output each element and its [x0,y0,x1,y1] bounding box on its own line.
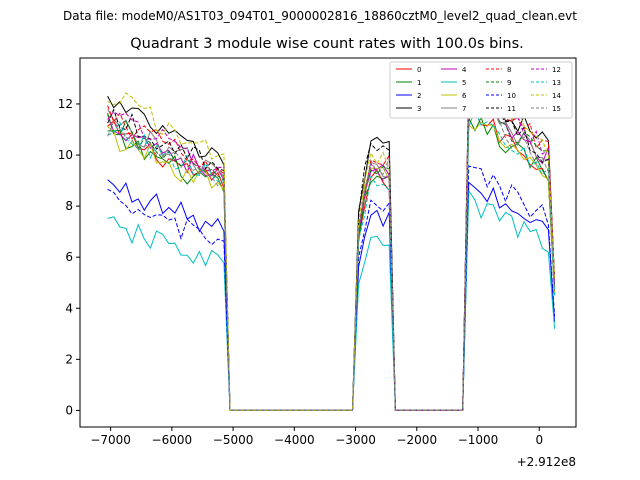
y-tick-label: 6 [65,250,73,264]
series-line-15 [107,102,556,411]
legend-label-15: 15 [552,105,561,113]
series-line-7 [107,102,556,411]
series-line-2 [107,179,556,411]
y-tick-label: 8 [65,199,73,213]
x-tick-label: −6000 [152,433,193,447]
y-tick-label: 2 [65,352,73,366]
x-tick-label: −3000 [335,433,376,447]
legend-label-5: 5 [462,79,466,87]
series-line-12 [107,77,556,411]
legend-label-4: 4 [462,66,467,74]
legend-label-3: 3 [417,105,421,113]
legend-label-14: 14 [552,92,561,100]
legend-label-1: 1 [417,79,421,87]
legend-label-7: 7 [462,105,466,113]
x-tick-label: −5000 [213,433,254,447]
y-tick-label: 10 [58,148,73,162]
x-tick-label: −7000 [90,433,131,447]
x-tick-label: −4000 [274,433,315,447]
suptitle: Data file: modeM0/AS1T03_094T01_90000028… [63,9,577,23]
legend-label-2: 2 [417,92,421,100]
series-line-10 [107,165,556,411]
series-line-5 [107,189,556,411]
series-line-3 [107,73,556,411]
axes-frame [79,57,577,428]
y-tick-label: 4 [65,301,73,315]
x-tick-label: −2000 [396,433,437,447]
axes-layer: −7000 −6000 −5000 −4000 −3000 −2000 −1000 0 0 2 4 6… [58,57,577,447]
legend-label-8: 8 [507,66,511,74]
series-line-6 [107,121,556,411]
chart-title: Quadrant 3 module wise count rates with … [130,36,524,52]
x-tick-label: 0 [535,433,543,447]
x-offset-label: +2.912e8 [517,455,576,469]
x-tick-label: −1000 [458,433,499,447]
y-tick-label: 12 [58,97,73,111]
legend-box [389,61,573,119]
series-line-13 [107,109,556,411]
legend-label-6: 6 [462,92,467,100]
legend-label-10: 10 [507,92,516,100]
y-tick-label: 0 [65,403,73,417]
legend-label-13: 13 [552,79,561,87]
series-line-9 [107,97,556,411]
series-line-11 [107,86,556,411]
legend-label-12: 12 [552,66,561,74]
legend-label-11: 11 [507,105,516,113]
legend-label-9: 9 [507,79,511,87]
series-layer [107,73,556,411]
legend-label-0: 0 [417,66,421,74]
